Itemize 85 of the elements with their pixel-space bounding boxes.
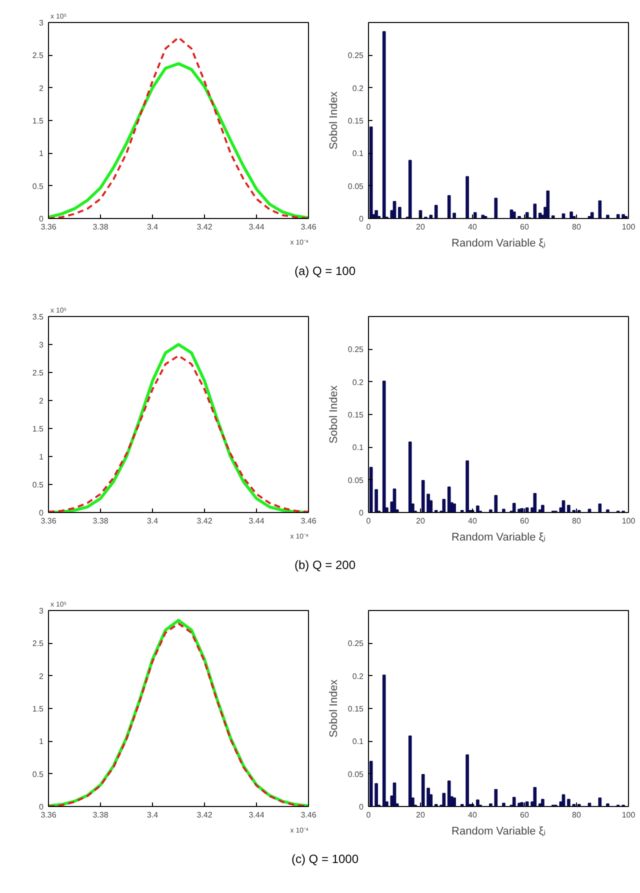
y-tick-label: 0.2 [352,378,364,387]
y-axis-title: Sobol Index [328,90,340,150]
y-tick-label: 2 [39,396,44,406]
y-tick-label: 0.05 [348,476,364,485]
x-axis-title: Random Variable ξᵢ [452,826,546,838]
y-tick-label: 0 [39,508,44,518]
y-tick-label: 0.25 [348,51,364,60]
x-tick-label: 60 [520,516,530,526]
y-tick-label: 0.15 [348,704,364,714]
y-tick-label: 1.5 [32,424,44,434]
y-tick-label: 2.5 [32,368,44,378]
y-tick-label: 0.25 [348,345,364,354]
y-tick-label: 1 [39,737,44,746]
y-tick-label: 2 [39,672,44,681]
x-tick-label: 3.46 [300,810,317,820]
x-tick-label: 3.42 [196,810,213,820]
x-tick-label: 3.44 [248,222,265,232]
text: (a) Q = 100 [294,263,356,280]
x-tick-label: 3.36 [40,810,57,820]
x-tick-label: 3.44 [248,516,265,526]
text: (b) Q = 200 [294,557,356,574]
y-tick-label: 0.05 [348,770,364,779]
y-tick-label: 0 [359,802,364,812]
x-tick-label: 3.42 [196,222,213,232]
x-tick-label: 60 [520,810,530,820]
y-tick-label: 0.5 [32,182,44,191]
y-tick-label: 0.2 [352,84,364,93]
x-tick-label: 40 [468,516,478,526]
x-tick-label: 3.38 [92,516,109,526]
y-tick-label: 3 [39,340,44,350]
y-tick-label: 0.1 [352,149,364,158]
x-tick-label: 3.4 [146,516,159,526]
x-tick-label: 100 [622,810,636,820]
x-tick-label: 3.46 [300,222,317,232]
x-tick-label: 80 [572,810,582,820]
y-tick-label: 0 [359,508,364,518]
y-tick-label: 0.15 [348,116,364,126]
x-tick-label: 40 [468,810,478,820]
y-tick-label: 0.5 [32,480,44,490]
x-tick-label: 20 [416,810,426,820]
x-tick-label: 0 [366,810,372,820]
y-tick-label: 1 [39,149,44,158]
y-tick-label: 0.2 [352,672,364,681]
x-tick-label: 40 [468,222,478,232]
y-tick-label: 0 [39,802,44,812]
y-tick-label: 0 [359,214,364,224]
y-tick-label: 2.5 [32,51,44,60]
x-tick-label: 0 [366,222,372,232]
x-tick-label: 3.42 [196,516,213,526]
x-tick-label: 3.38 [92,222,109,232]
y-tick-label: 0.1 [352,737,364,746]
x-tick-label: 60 [520,222,530,232]
x-axis-title: Random Variable ξᵢ [452,532,546,544]
x-tick-label: 0 [366,516,372,526]
y-tick-label: 0.5 [32,770,44,779]
x-tick-label: 3.44 [248,810,265,820]
x-tick-label: 3.36 [40,222,57,232]
text: (c) Q = 1000 [291,851,359,868]
y-axis-title: Sobol Index [328,678,340,738]
x-axis-title: Random Variable ξᵢ [452,238,546,250]
x-tick-label: 3.4 [146,222,159,232]
x-tick-label: 3.4 [146,810,159,820]
x-tick-label: 3.38 [92,810,109,820]
y-tick-label: 1.5 [32,704,44,714]
x-tick-label: 80 [572,516,582,526]
x-tick-label: 100 [622,516,636,526]
y-tick-label: 1.5 [32,116,44,126]
x-tick-label: 20 [416,222,426,232]
y-tick-label: 0.1 [352,443,364,452]
y-tick-label: 1 [39,452,44,462]
y-tick-label: 0.15 [348,410,364,420]
y-tick-label: 0 [39,214,44,224]
x-tick-label: 3.46 [300,516,317,526]
y-axis-title: Sobol Index [328,384,340,444]
x-tick-label: 80 [572,222,582,232]
x-tick-label: 20 [416,516,426,526]
y-tick-label: 3 [39,18,44,28]
y-tick-label: 3.5 [32,312,44,322]
y-tick-label: 2 [39,84,44,93]
y-tick-label: 3 [39,606,44,616]
y-tick-label: 0.25 [348,639,364,648]
x-tick-label: 100 [622,222,636,232]
x-tick-label: 3.36 [40,516,57,526]
y-tick-label: 0.05 [348,182,364,191]
y-tick-label: 2.5 [32,639,44,648]
